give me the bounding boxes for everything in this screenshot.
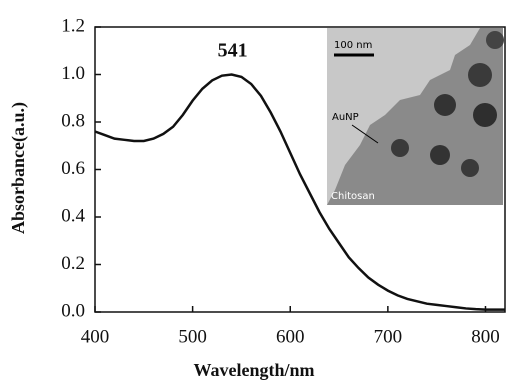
particle xyxy=(391,139,409,157)
x-tick-label: 800 xyxy=(471,326,500,347)
y-tick-label: 0.4 xyxy=(61,205,85,226)
x-tick-label: 600 xyxy=(276,326,305,347)
y-tick-label: 0.0 xyxy=(61,300,85,321)
scale-bar-label: 100 nm xyxy=(334,40,372,51)
chart: 100 nm AuNP Chitosan Wavelength/nm Absor… xyxy=(0,0,507,382)
y-tick-label: 1.0 xyxy=(61,63,85,84)
particle-label: AuNP xyxy=(332,112,359,123)
particle xyxy=(486,31,504,49)
y-tick-label: 0.8 xyxy=(61,110,85,131)
particle xyxy=(473,103,497,127)
y-tick-label: 1.2 xyxy=(61,15,85,36)
page: 100 nm AuNP Chitosan Wavelength/nm Absor… xyxy=(0,0,507,382)
inset: 100 nm AuNP Chitosan xyxy=(327,28,504,205)
particle xyxy=(468,63,492,87)
particle xyxy=(434,94,456,116)
x-tick-label: 500 xyxy=(178,326,207,347)
matrix-label: Chitosan xyxy=(331,191,375,202)
x-axis-label: Wavelength/nm xyxy=(193,360,314,380)
particle xyxy=(461,159,479,177)
peak-label: 541 xyxy=(218,40,248,62)
y-tick-label: 0.6 xyxy=(61,158,85,179)
y-axis-label: Absorbance(a.u.) xyxy=(8,102,29,234)
y-tick-label: 0.2 xyxy=(61,253,85,274)
particle xyxy=(430,145,450,165)
x-tick-label: 400 xyxy=(81,326,110,347)
x-tick-label: 700 xyxy=(374,326,403,347)
